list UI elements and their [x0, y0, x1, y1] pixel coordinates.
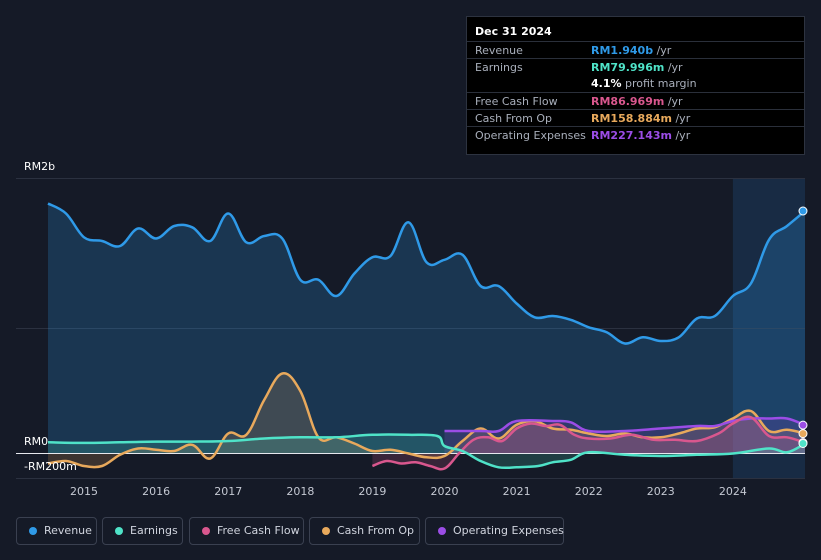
area-free-cash-flow [372, 416, 805, 470]
legend-label: Cash From Op [337, 524, 415, 537]
tooltip-row-earnings: Earnings RM79.996m /yr [467, 58, 804, 76]
x-tick-label-2022: 2022 [575, 485, 603, 498]
legend-item-free-cash-flow[interactable]: Free Cash Flow [189, 517, 304, 545]
y-axis-label-zero: RM0 [24, 435, 49, 448]
tooltip-date: Dec 31 2024 [475, 25, 552, 38]
y-axis-label-bottom: -RM200m [24, 460, 77, 473]
end-dot-revenue [798, 206, 808, 216]
tooltip-label: Revenue [475, 44, 523, 57]
x-tick-label-2024: 2024 [719, 485, 747, 498]
end-dot-operating-expenses [798, 420, 808, 430]
tooltip-label: Operating Expenses [475, 129, 586, 142]
legend-item-operating-expenses[interactable]: Operating Expenses [425, 517, 564, 545]
area-cash-from-op [48, 373, 805, 468]
x-axis-ticks: 2015 2016 2017 2018 2019 2020 2021 2022 2023 2024 [70, 485, 747, 498]
legend-dot-icon [115, 527, 123, 535]
legend-label: Revenue [44, 524, 92, 537]
tooltip-value: RM227.143m /yr [591, 129, 691, 142]
legend-label: Operating Expenses [453, 524, 564, 537]
tooltip-panel: Dec 31 2024 Revenue RM1.940b /yr Earning… [466, 16, 805, 155]
tooltip-value: 4.1% profit margin [591, 77, 697, 90]
tooltip-value: RM1.940b /yr [591, 44, 672, 57]
end-dot-cash-from-op [798, 429, 808, 439]
legend-dot-icon [29, 527, 37, 535]
x-tick-label-2015: 2015 [70, 485, 98, 498]
legend-item-revenue[interactable]: Revenue [16, 517, 97, 545]
line-free-cash-flow [371, 415, 806, 471]
area-earnings [48, 434, 805, 468]
legend-item-earnings[interactable]: Earnings [102, 517, 183, 545]
line-revenue [47, 202, 806, 345]
area-revenue [48, 203, 805, 454]
line-operating-expenses [444, 416, 806, 434]
tooltip-row-operating-expenses: Operating Expenses RM227.143m /yr [467, 126, 804, 144]
tooltip-label: Free Cash Flow [475, 95, 558, 108]
series-lines [47, 202, 806, 471]
tooltip-value: RM158.884m /yr [591, 112, 691, 125]
line-earnings [47, 433, 806, 470]
tooltip-row-revenue: Revenue RM1.940b /yr [467, 41, 804, 59]
x-tick-label-2020: 2020 [431, 485, 459, 498]
x-tick-label-2023: 2023 [647, 485, 675, 498]
tooltip-row-free-cash-flow: Free Cash Flow RM86.969m /yr [467, 92, 804, 110]
legend-dot-icon [438, 527, 446, 535]
legend-item-cash-from-op[interactable]: Cash From Op [309, 517, 420, 545]
tooltip-value: RM79.996m /yr [591, 61, 683, 74]
x-tick-label-2017: 2017 [214, 485, 242, 498]
series-end-dots [798, 206, 808, 448]
legend-dot-icon [202, 527, 210, 535]
legend-label: Free Cash Flow [217, 524, 300, 537]
legend-label: Earnings [130, 524, 178, 537]
tooltip-label: Cash From Op [475, 112, 553, 125]
x-tick-label-2021: 2021 [503, 485, 531, 498]
x-tick-label-2016: 2016 [142, 485, 170, 498]
y-axis-label-top: RM2b [24, 160, 56, 173]
legend-dot-icon [322, 527, 330, 535]
series-areas [48, 203, 805, 470]
end-dot-earnings [798, 439, 808, 448]
tooltip-label: Earnings [475, 61, 523, 74]
tooltip-value: RM86.969m /yr [591, 95, 683, 108]
tooltip-row-cash-from-op: Cash From Op RM158.884m /yr [467, 109, 804, 127]
x-tick-label-2019: 2019 [358, 485, 386, 498]
x-tick-label-2018: 2018 [286, 485, 314, 498]
line-cash-from-op [47, 372, 806, 469]
tooltip-row-margin: 4.1% profit margin [467, 75, 804, 92]
